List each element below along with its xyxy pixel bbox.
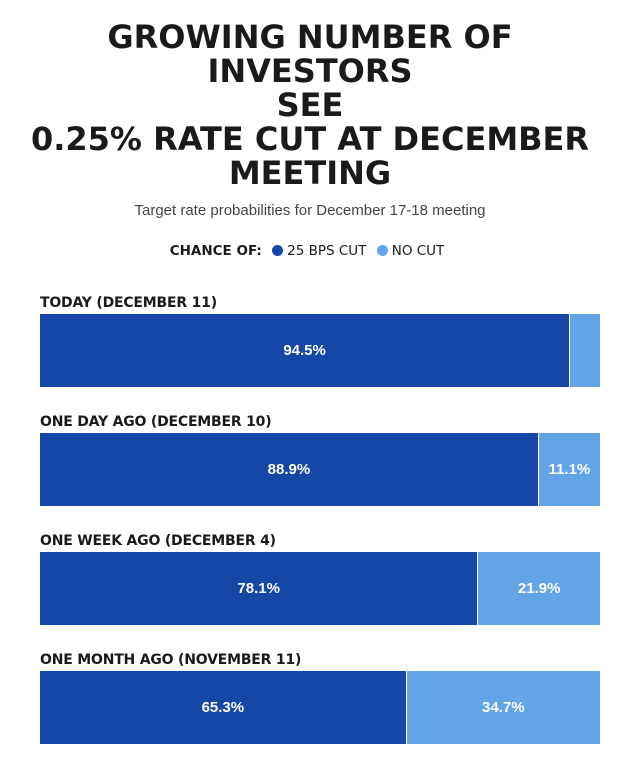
legend-lead: CHANCE OF:: [169, 243, 262, 259]
bar-segment-cut: 65.3%: [40, 671, 406, 744]
bar-row: ONE MONTH AGO (NOVEMBER 11) 65.3% 34.7%: [40, 649, 600, 744]
bar-segment-cut: 88.9%: [40, 433, 538, 506]
stacked-bar: 65.3% 34.7%: [40, 671, 600, 744]
title-line-3: 0.25% RATE CUT AT DECEMBER: [30, 120, 590, 158]
bar-row: TODAY (DECEMBER 11) 94.5%: [40, 292, 600, 387]
stacked-bar: 94.5%: [40, 314, 600, 387]
chart-subtitle: Target rate probabilities for December 1…: [134, 202, 486, 219]
bar-segment-nocut: 11.1%: [537, 433, 600, 506]
data-label: 65.3%: [201, 699, 245, 716]
chart-title: GROWING NUMBER OF INVESTORS SEE 0.25% RA…: [14, 20, 606, 190]
bar-segment-nocut: 34.7%: [405, 671, 600, 744]
data-label: 21.9%: [517, 580, 561, 597]
legend-label-cut: 25 BPS CUT: [287, 243, 367, 259]
title-line-4: MEETING: [228, 154, 392, 192]
stacked-bar: 88.9% 11.1%: [40, 433, 600, 506]
data-label: 78.1%: [237, 580, 280, 597]
data-label: 94.5%: [283, 342, 326, 359]
bar-segment-nocut: 21.9%: [477, 552, 600, 625]
stacked-bar: 78.1% 21.9%: [40, 552, 600, 625]
bar-row: ONE WEEK AGO (DECEMBER 4) 78.1% 21.9%: [40, 530, 600, 625]
category-label: ONE WEEK AGO (DECEMBER 4): [40, 533, 276, 549]
category-label: ONE DAY AGO (DECEMBER 10): [40, 414, 272, 430]
bar-segment-cut: 94.5%: [40, 314, 570, 387]
bar-row: ONE DAY AGO (DECEMBER 10) 88.9% 11.1%: [40, 411, 600, 506]
bar-segment-cut: 78.1%: [40, 552, 478, 625]
legend-label-nocut: NO CUT: [391, 243, 445, 259]
data-label: 88.9%: [267, 461, 311, 478]
legend-swatch-cut: [272, 245, 284, 256]
legend: CHANCE OF: 25 BPS CUT NO CUT: [0, 243, 620, 259]
data-label: 34.7%: [482, 699, 525, 716]
category-label: TODAY (DECEMBER 11): [40, 295, 217, 311]
title-line-2: SEE: [276, 86, 344, 124]
data-label: 11.1%: [548, 461, 591, 478]
legend-swatch-nocut: [376, 245, 388, 256]
bar-segment-nocut: [569, 314, 600, 387]
title-line-1: GROWING NUMBER OF INVESTORS: [107, 18, 513, 90]
category-label: ONE MONTH AGO (NOVEMBER 11): [40, 652, 302, 668]
